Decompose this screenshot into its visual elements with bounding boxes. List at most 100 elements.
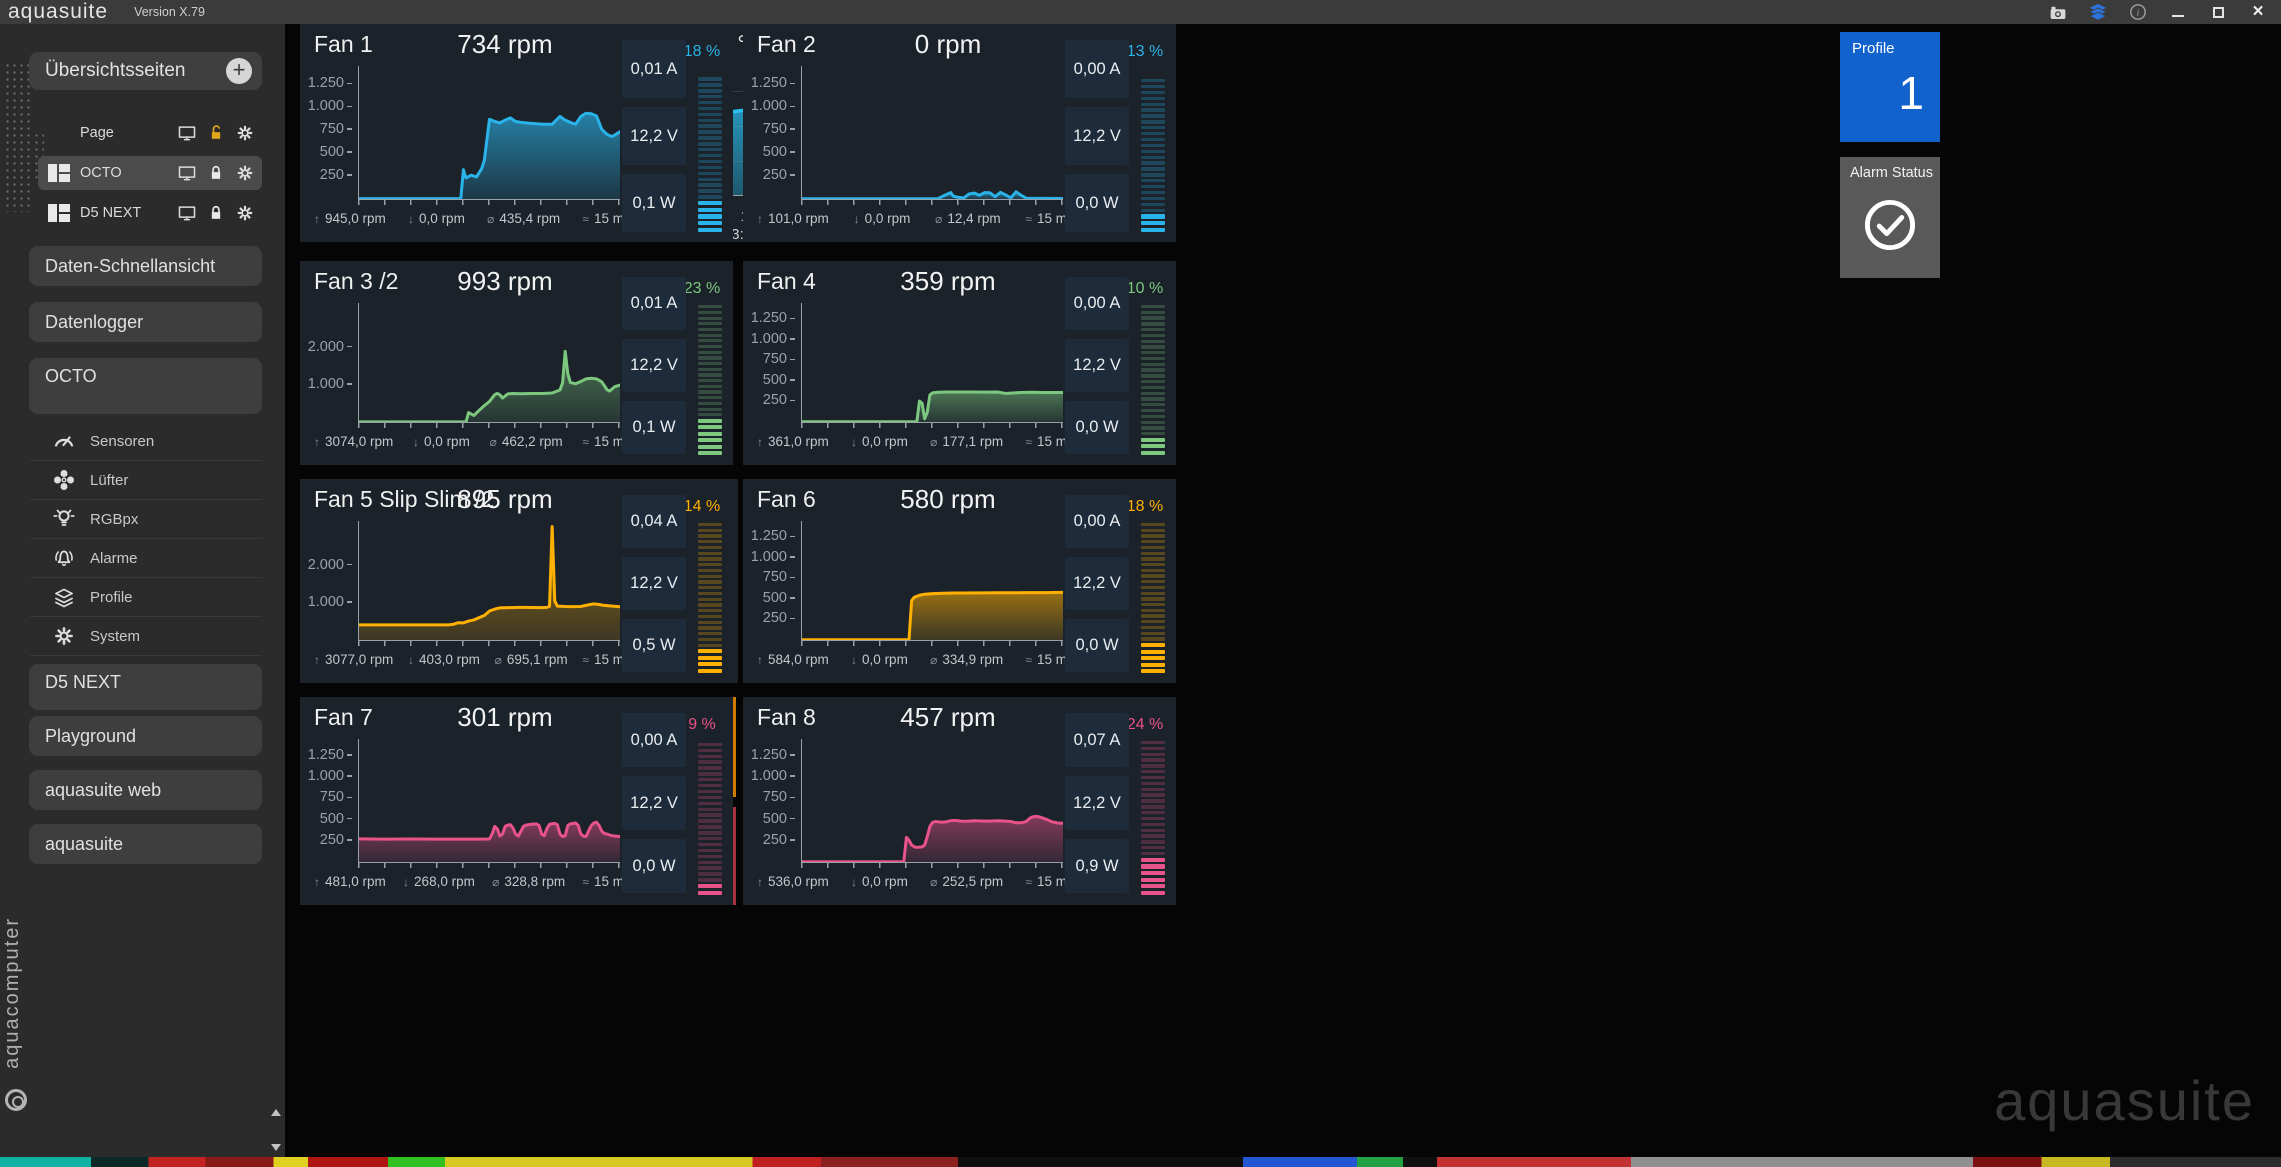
page-row-d5-next[interactable]: D5 NEXT xyxy=(38,196,262,230)
sidebar-item-daten-schnellansicht[interactable]: Daten-Schnellansicht xyxy=(29,246,262,286)
fan-duty-percent: 18 % xyxy=(683,43,721,60)
fan-x-axis xyxy=(801,199,1063,206)
fan-stats-row: ↑ 3077,0 rpm ↓ 403,0 rpm ⌀ 695,1 rpm ≈15 m xyxy=(314,652,624,667)
page-label: D5 NEXT xyxy=(80,205,142,221)
page-row-page[interactable]: Page xyxy=(38,116,262,150)
monitor-icon[interactable] xyxy=(176,163,198,183)
fan-stats-row: ↑ 536,0 rpm ↓ 0,0 rpm ⌀ 252,5 rpm ≈15 m xyxy=(757,874,1067,889)
sidebar-item-profile[interactable]: Profile xyxy=(30,578,262,617)
drag-handle-dots[interactable] xyxy=(33,132,44,178)
app-logo: aquasuite xyxy=(8,0,109,23)
fan-duty-percent: 9 % xyxy=(688,716,716,733)
max-icon: ↑ xyxy=(314,434,320,449)
unlock-icon[interactable] xyxy=(205,123,227,143)
gauge-icon xyxy=(54,436,74,447)
scroll-up-arrow[interactable] xyxy=(271,1109,281,1116)
profile-number: 1 xyxy=(1898,67,1924,119)
avg-icon: ⌀ xyxy=(487,211,495,226)
gear-icon[interactable] xyxy=(234,123,256,143)
sidebar-item-l-fter[interactable]: Lüfter xyxy=(30,461,262,500)
fan-amps: 0,00 A xyxy=(1065,277,1129,330)
sidebar-item-rgbpx[interactable]: RGBpx xyxy=(30,500,262,539)
fan-duty-bar xyxy=(698,741,722,895)
fan-stats-row: ↑ 3074,0 rpm ↓ 0,0 rpm ⌀ 462,2 rpm ≈15 m xyxy=(314,434,624,449)
min-icon: ↓ xyxy=(413,434,420,449)
fan-amps: 0,00 A xyxy=(1065,40,1129,98)
time-icon: ≈ xyxy=(1025,211,1032,226)
minimize-button[interactable] xyxy=(2169,4,2187,20)
gear-icon[interactable] xyxy=(234,163,256,183)
fan-stat: ↑ 3074,0 rpm xyxy=(314,434,394,449)
lock-icon[interactable] xyxy=(205,203,227,223)
fan-amps: 0,00 A xyxy=(1065,495,1129,548)
lock-icon[interactable] xyxy=(205,163,227,183)
maximize-button[interactable] xyxy=(2209,4,2227,20)
fan-title: Fan 7 xyxy=(314,704,373,730)
fan-stat: ⌀ 252,5 rpm xyxy=(930,874,1004,889)
app-version: Version X.79 xyxy=(134,5,205,19)
fan-x-axis xyxy=(358,422,620,429)
sidebar-item-octo-section[interactable]: OCTO xyxy=(29,358,262,414)
fan-duty-percent: 14 % xyxy=(683,498,721,515)
windows-taskbar-strip[interactable] xyxy=(0,1157,2281,1167)
sidebar-item-playground[interactable]: Playground xyxy=(29,716,262,756)
sidebar-item-alarme[interactable]: Alarme xyxy=(30,539,262,578)
screenshot-camera-icon[interactable] xyxy=(2049,4,2067,20)
sidebar-item-label: System xyxy=(90,627,141,645)
fan-amps: 0,04 A xyxy=(622,495,686,548)
sidebar-scrollbar xyxy=(271,1109,281,1151)
fan-rpm-value: 734 rpm xyxy=(457,29,553,59)
profiles-layers-icon[interactable] xyxy=(2089,3,2107,21)
page-row-octo[interactable]: OCTO xyxy=(38,156,262,190)
time-icon: ≈ xyxy=(1025,434,1032,449)
time-icon: ≈ xyxy=(1025,652,1032,667)
fan-rpm-value: 359 rpm xyxy=(900,266,996,296)
scroll-down-arrow[interactable] xyxy=(271,1144,281,1151)
monitor-icon[interactable] xyxy=(176,123,198,143)
sidebar-item-sensoren[interactable]: Sensoren xyxy=(30,422,262,461)
fan-stat: ≈15 m xyxy=(1025,652,1067,667)
fan-stat: ↑ 481,0 rpm xyxy=(314,874,386,889)
fan-stat: ≈15 m xyxy=(1025,874,1067,889)
max-icon: ↑ xyxy=(757,652,763,667)
add-page-button[interactable]: + xyxy=(226,58,252,84)
sidebar-item-datenlogger[interactable]: Datenlogger xyxy=(29,302,262,342)
fan-title: Fan 5 Slip Slim /2 xyxy=(314,486,495,512)
fan-watts: 0,5 W xyxy=(622,619,686,672)
sidebar-item-aquasuite[interactable]: aquasuite xyxy=(29,824,262,864)
fan-stat: ≈15 m xyxy=(582,652,624,667)
fan-panel: Fan 1 734 rpm 1.250 1.000 750 500 250 ↑ 945,0… xyxy=(300,24,733,242)
fan-panel: Fan 2 0 rpm 1.250 1.000 750 500 250 ↑ 101,0 r… xyxy=(743,24,1176,242)
fan-panel: Fan 3 /2 993 rpm 2.000 1.000 ↑ 3074,0 rpm ↓… xyxy=(300,261,733,465)
fan-volts: 12,2 V xyxy=(1065,339,1129,392)
fan-rpm-value: 580 rpm xyxy=(900,484,996,514)
fan-chart xyxy=(358,66,620,199)
fan-stat: ≈15 m xyxy=(1025,434,1067,449)
gear-icon[interactable] xyxy=(234,203,256,223)
layers-icon xyxy=(55,588,73,608)
info-icon[interactable]: i xyxy=(2129,4,2147,20)
fan-volts: 12,2 V xyxy=(622,557,686,610)
monitor-icon[interactable] xyxy=(176,203,198,223)
avg-icon: ⌀ xyxy=(930,652,938,667)
fan-stat: ⌀ 12,4 rpm xyxy=(935,211,1001,226)
fan-stats-row: ↑ 361,0 rpm ↓ 0,0 rpm ⌀ 177,1 rpm ≈15 m xyxy=(757,434,1067,449)
fan-volts: 12,2 V xyxy=(1065,107,1129,165)
profile-tile[interactable]: Profile 1 xyxy=(1840,32,1940,142)
fan-amps: 0,01 A xyxy=(622,40,686,98)
window-controls: i × xyxy=(2049,1,2281,22)
sidebar-item-aquasuite-web[interactable]: aquasuite web xyxy=(29,770,262,810)
octo-section-label: OCTO xyxy=(45,366,97,386)
fan-stat: ↓ 268,0 rpm xyxy=(403,874,475,889)
page-label: OCTO xyxy=(80,165,122,181)
fan-watts: 0,1 W xyxy=(622,401,686,454)
sidebar-item-system[interactable]: System xyxy=(30,617,262,656)
bulb-icon xyxy=(53,509,75,526)
close-button[interactable]: × xyxy=(2252,1,2264,22)
fan-rpm-value: 457 rpm xyxy=(900,702,996,732)
sidebar-item-d5-next[interactable]: D5 NEXT xyxy=(29,664,262,710)
aquacomputer-logo-icon xyxy=(5,1089,27,1111)
fan-chart xyxy=(358,303,620,422)
fan-duty-percent: 24 % xyxy=(1126,716,1164,733)
